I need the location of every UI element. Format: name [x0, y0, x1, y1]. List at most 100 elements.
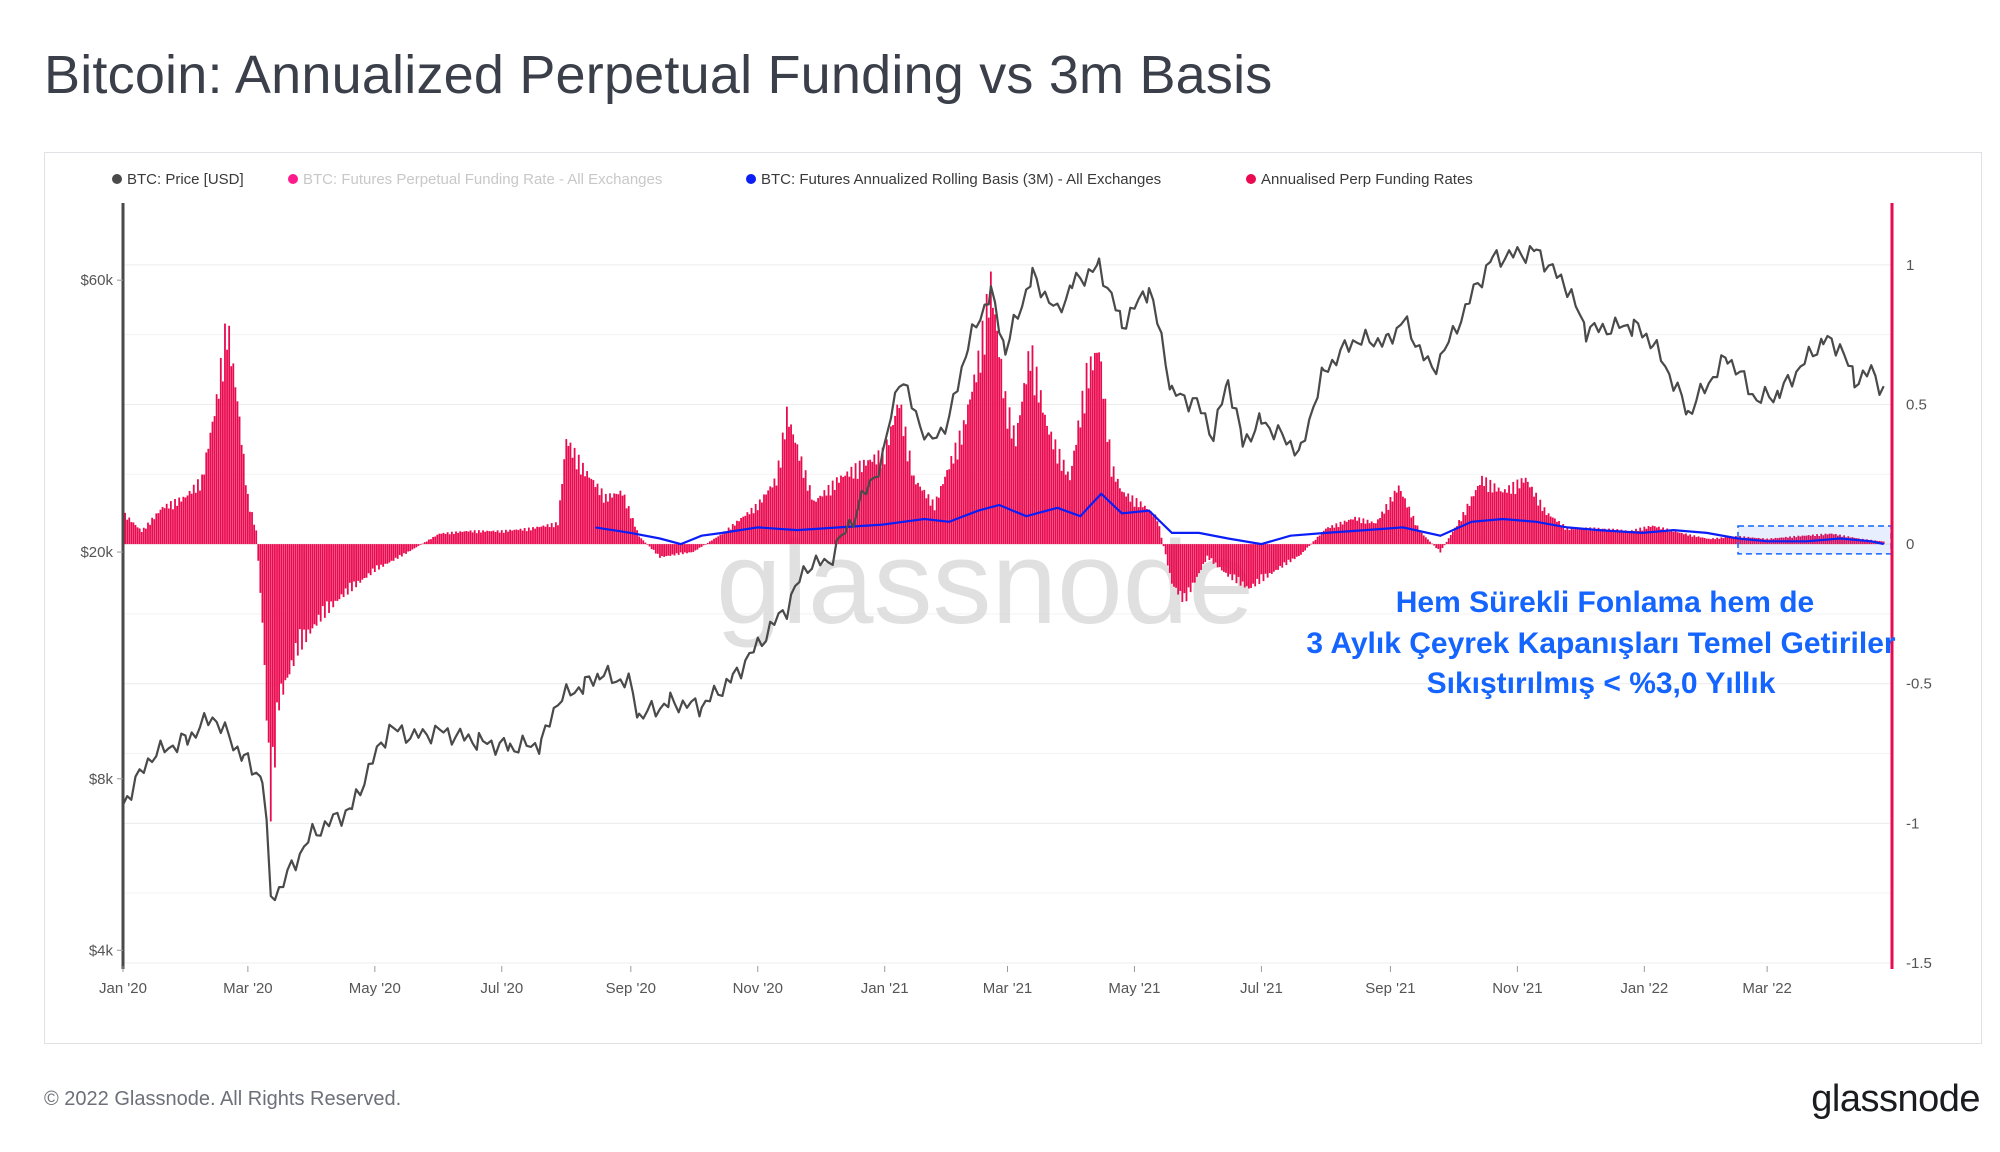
funding-bar [453, 533, 455, 545]
funding-bar [253, 524, 256, 545]
funding-bar [1626, 530, 1629, 545]
funding-bar [382, 544, 385, 567]
funding-bar [1302, 544, 1304, 553]
funding-bar [213, 416, 216, 545]
x-tick-label-12: Jan '22 [1620, 980, 1668, 997]
funding-bar [1200, 544, 1202, 570]
funding-bar [523, 528, 526, 545]
funding-bar [136, 527, 139, 545]
funding-bar [731, 523, 734, 545]
funding-bar [577, 454, 580, 545]
funding-bar [617, 494, 620, 545]
funding-bar [1481, 475, 1483, 545]
funding-bar [149, 524, 151, 545]
funding-bar [877, 450, 880, 545]
funding-bar [1389, 497, 1392, 545]
funding-bar [881, 447, 884, 545]
funding-bar [785, 406, 788, 545]
funding-bar [1245, 544, 1248, 587]
funding-bar [1116, 478, 1119, 545]
funding-bar [1208, 544, 1211, 561]
funding-bar [802, 477, 805, 545]
funding-bar [278, 544, 280, 711]
funding-bar [1479, 484, 1481, 545]
funding-bar [313, 544, 316, 625]
funding-bar [790, 424, 792, 545]
funding-bar [671, 544, 674, 555]
funding-bar [1179, 544, 1182, 591]
x-tick-label-13: Mar '22 [1742, 980, 1792, 997]
funding-bar [1620, 529, 1623, 545]
funding-bar [1339, 521, 1342, 545]
funding-bar [652, 544, 655, 550]
funding-bar [1868, 540, 1871, 545]
funding-bar [1106, 442, 1109, 545]
funding-bar [1647, 525, 1650, 545]
funding-bar [1177, 544, 1180, 595]
funding-bar [428, 539, 430, 545]
funding-bar [1437, 544, 1440, 549]
funding-bar [1816, 534, 1818, 545]
funding-bar [950, 456, 953, 545]
funding-bar [588, 477, 591, 545]
funding-bar [1210, 544, 1213, 559]
funding-bar [958, 430, 961, 545]
funding-bar [609, 493, 611, 545]
funding-bar [1564, 529, 1567, 545]
funding-bar [199, 490, 201, 545]
funding-bar [228, 325, 231, 545]
funding-bar [1023, 383, 1026, 545]
funding-bar [527, 527, 530, 545]
funding-bar [1137, 507, 1140, 545]
funding-bar [1227, 544, 1230, 577]
funding-bar [1081, 390, 1084, 545]
funding-bar [960, 444, 963, 545]
funding-bar [669, 544, 672, 556]
funding-bar [706, 542, 709, 545]
funding-bar [440, 533, 443, 545]
funding-bar [444, 533, 447, 545]
funding-bar [1291, 544, 1294, 559]
funding-bar [850, 466, 853, 545]
funding-bar [1171, 544, 1173, 584]
funding-bar [906, 461, 909, 545]
glassnode-logo[interactable]: glassnode [1811, 1078, 1980, 1120]
funding-bar [607, 501, 609, 545]
funding-bar [1293, 544, 1296, 560]
funding-bar [336, 544, 339, 601]
funding-bar [579, 474, 582, 545]
funding-bar [1660, 529, 1662, 545]
funding-bar [1325, 528, 1327, 545]
funding-bar [1553, 518, 1556, 545]
funding-bar [1094, 352, 1096, 545]
funding-bar [1855, 538, 1858, 545]
funding-bar [1073, 450, 1075, 545]
funding-bar [981, 320, 984, 545]
funding-bar [274, 544, 276, 768]
funding-bar [151, 517, 154, 545]
funding-bar [290, 544, 293, 661]
funding-bar [309, 544, 312, 634]
funding-bar [1556, 521, 1558, 545]
funding-bar [126, 519, 129, 545]
funding-bar [1518, 488, 1521, 545]
funding-bar [1275, 544, 1277, 570]
funding-bar [702, 544, 705, 546]
funding-bar [698, 544, 701, 548]
funding-bar [917, 482, 919, 545]
funding-bar [542, 525, 545, 545]
funding-bar [908, 450, 911, 545]
funding-bar [648, 544, 651, 547]
funding-bar [1535, 492, 1538, 545]
funding-bar [1595, 529, 1598, 545]
funding-bar [638, 536, 641, 545]
funding-bar [1464, 515, 1467, 545]
funding-bar [1670, 529, 1673, 545]
funding-bar [582, 462, 584, 545]
funding-bar [1714, 539, 1716, 545]
funding-bar [463, 531, 466, 545]
funding-bar [892, 425, 894, 545]
funding-bar [1853, 537, 1856, 545]
funding-bar [1531, 486, 1533, 545]
funding-bar [557, 525, 559, 545]
